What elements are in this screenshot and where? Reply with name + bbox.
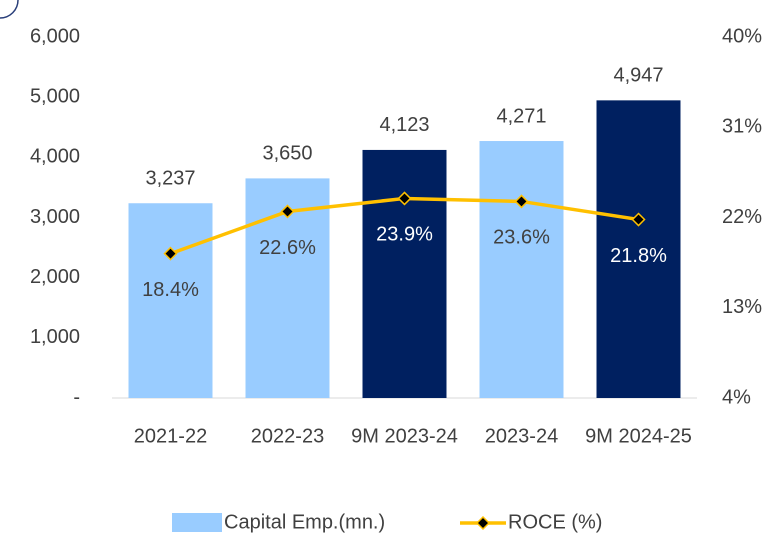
bar-value-label: 3,650: [262, 143, 312, 165]
line-value-label: 23.6%: [493, 227, 550, 249]
marker: [163, 246, 178, 261]
line-value-label: 22.6%: [259, 237, 316, 259]
y2-tick-label: 22%: [722, 206, 762, 228]
legend-label: Capital Emp.(mn.): [224, 511, 385, 533]
x-tick-label: 9M 2023-24: [351, 425, 458, 447]
bar: [479, 141, 564, 398]
y-tick-label: 3,000: [30, 206, 80, 228]
bar: [362, 149, 447, 398]
y-tick-label: 1,000: [30, 326, 80, 348]
decoration: [0, 0, 19, 19]
y-tick-label: -: [73, 386, 80, 408]
bar-value-label: 4,123: [379, 114, 429, 136]
marker: [397, 191, 412, 206]
bar: [128, 203, 213, 398]
x-tick-label: 2021-22: [134, 425, 207, 447]
x-tick-label: 2023-24: [485, 425, 558, 447]
legend-swatch: [172, 513, 222, 532]
line-value-label: 18.4%: [142, 279, 199, 301]
y2-tick-label: 13%: [722, 296, 762, 318]
legend-marker: [475, 515, 491, 531]
bar-value-label: 4,947: [613, 65, 663, 87]
bar: [596, 100, 681, 398]
y2-tick-label: 4%: [722, 386, 751, 408]
x-tick-label: 9M 2024-25: [585, 425, 692, 447]
bar-value-label: 4,271: [496, 105, 546, 127]
x-tick-label: 2022-23: [251, 425, 324, 447]
line-value-label: 23.9%: [376, 224, 433, 246]
legend-label: ROCE (%): [508, 511, 602, 533]
y-tick-label: 2,000: [30, 266, 80, 288]
line-value-label: 21.8%: [610, 245, 667, 267]
marker: [280, 204, 295, 219]
y2-tick-label: 31%: [722, 116, 762, 138]
bar-value-label: 3,237: [145, 168, 195, 190]
y-tick-label: 5,000: [30, 85, 80, 107]
y-tick-label: 6,000: [30, 25, 80, 47]
marker: [514, 194, 529, 209]
y-tick-label: 4,000: [30, 146, 80, 168]
y2-tick-label: 40%: [722, 25, 762, 47]
marker: [631, 212, 646, 227]
